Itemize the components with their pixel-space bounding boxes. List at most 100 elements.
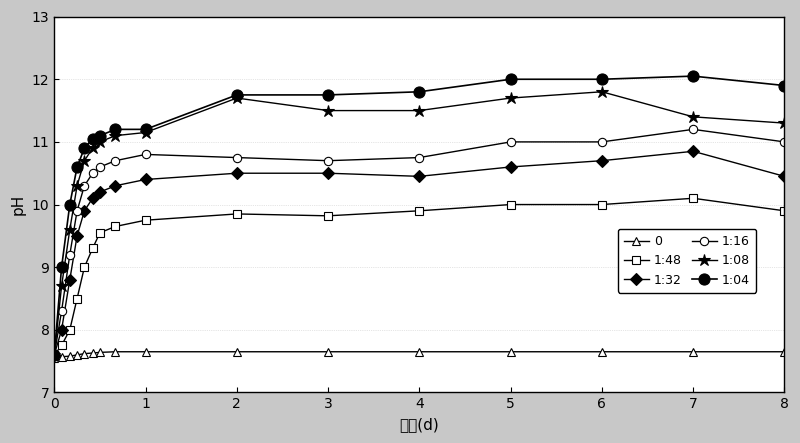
0: [688, 349, 698, 354]
1:08: [88, 145, 98, 151]
1:48: [323, 213, 333, 218]
1:32: [323, 171, 333, 176]
1:48: [72, 296, 82, 301]
1:08: [72, 183, 82, 188]
1:48: [50, 352, 59, 358]
1:04: [50, 352, 59, 358]
1:32: [72, 233, 82, 238]
0: [79, 351, 89, 356]
1:48: [95, 230, 105, 235]
1:04: [506, 77, 515, 82]
1:04: [141, 127, 150, 132]
1:32: [141, 177, 150, 182]
1:16: [688, 127, 698, 132]
1:48: [597, 202, 606, 207]
X-axis label: 时间(d): 时间(d): [399, 417, 439, 432]
1:32: [597, 158, 606, 163]
1:48: [506, 202, 515, 207]
1:04: [72, 164, 82, 170]
1:32: [79, 208, 89, 214]
0: [72, 352, 82, 358]
1:32: [506, 164, 515, 170]
1:32: [232, 171, 242, 176]
1:16: [72, 208, 82, 214]
1:16: [506, 139, 515, 144]
1:16: [95, 164, 105, 170]
0: [232, 349, 242, 354]
1:08: [414, 108, 424, 113]
0: [50, 355, 59, 361]
1:48: [414, 208, 424, 214]
0: [506, 349, 515, 354]
1:04: [95, 133, 105, 138]
0: [323, 349, 333, 354]
1:04: [110, 127, 120, 132]
1:32: [95, 189, 105, 194]
1:04: [323, 92, 333, 97]
1:16: [323, 158, 333, 163]
1:04: [597, 77, 606, 82]
1:08: [780, 120, 790, 126]
1:32: [414, 174, 424, 179]
1:48: [110, 224, 120, 229]
1:04: [65, 202, 74, 207]
1:08: [506, 95, 515, 101]
Line: 1:48: 1:48: [50, 194, 789, 359]
0: [780, 349, 790, 354]
1:08: [110, 133, 120, 138]
Legend: 0, 1:48, 1:32, 1:16, 1:08, 1:04: 0, 1:48, 1:32, 1:16, 1:08, 1:04: [618, 229, 756, 293]
1:48: [57, 343, 66, 348]
1:08: [141, 130, 150, 135]
Line: 0: 0: [50, 348, 789, 362]
1:08: [95, 139, 105, 144]
0: [597, 349, 606, 354]
1:48: [141, 218, 150, 223]
0: [57, 354, 66, 359]
0: [141, 349, 150, 354]
1:04: [79, 145, 89, 151]
1:16: [65, 252, 74, 257]
0: [110, 349, 120, 354]
1:16: [414, 155, 424, 160]
1:32: [65, 277, 74, 282]
1:48: [65, 327, 74, 333]
1:48: [688, 196, 698, 201]
1:04: [57, 264, 66, 270]
1:04: [88, 136, 98, 141]
1:32: [57, 327, 66, 333]
1:16: [57, 308, 66, 314]
1:16: [597, 139, 606, 144]
0: [65, 354, 74, 359]
1:16: [79, 183, 89, 188]
1:08: [232, 95, 242, 101]
1:48: [232, 211, 242, 217]
Line: 1:32: 1:32: [50, 147, 789, 359]
1:16: [780, 139, 790, 144]
1:08: [57, 284, 66, 289]
0: [95, 350, 105, 355]
Line: 1:16: 1:16: [50, 125, 789, 359]
1:48: [780, 208, 790, 214]
1:16: [50, 352, 59, 358]
1:32: [50, 352, 59, 358]
1:16: [141, 152, 150, 157]
1:08: [65, 227, 74, 232]
Line: 1:04: 1:04: [49, 70, 790, 361]
1:48: [88, 246, 98, 251]
1:16: [232, 155, 242, 160]
1:04: [232, 92, 242, 97]
1:08: [323, 108, 333, 113]
0: [88, 350, 98, 356]
Line: 1:08: 1:08: [48, 85, 790, 361]
1:32: [88, 196, 98, 201]
1:32: [688, 149, 698, 154]
1:04: [414, 89, 424, 94]
1:04: [688, 74, 698, 79]
1:08: [79, 158, 89, 163]
1:16: [88, 171, 98, 176]
1:16: [110, 158, 120, 163]
1:32: [110, 183, 120, 188]
1:04: [780, 83, 790, 88]
Y-axis label: pH: pH: [11, 194, 26, 215]
1:08: [597, 89, 606, 94]
